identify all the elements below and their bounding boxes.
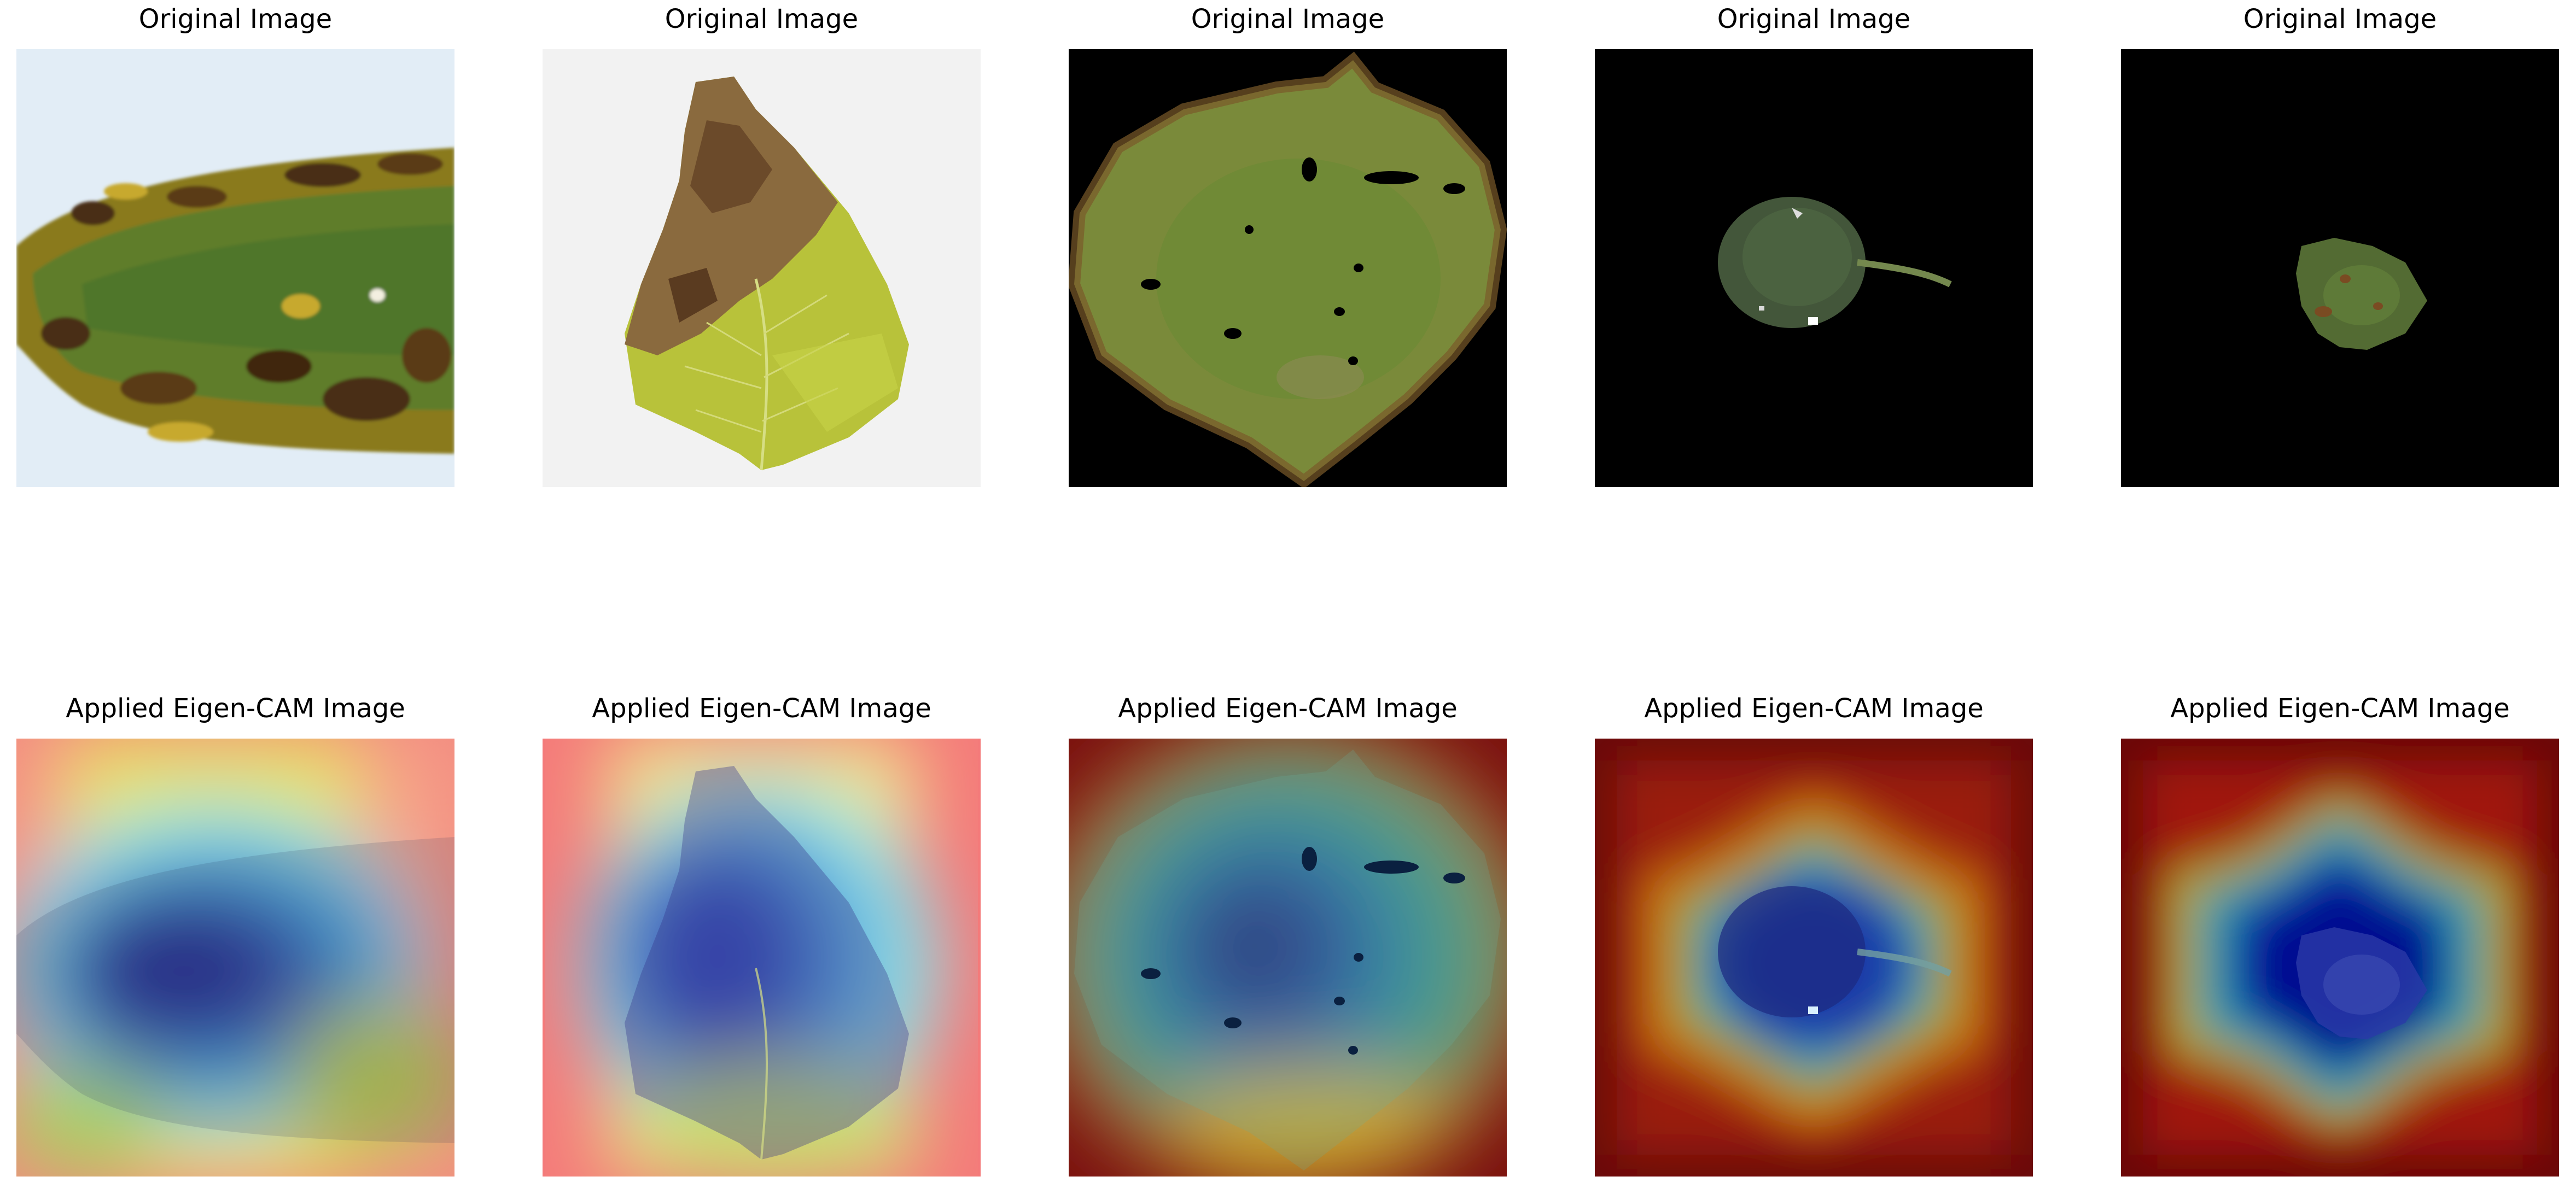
panel-title: Original Image (138, 4, 333, 34)
eigencam-heatmap-image-3 (1069, 739, 1507, 1177)
original-leaf-image-4 (1595, 49, 2033, 487)
panel-title: Applied Eigen-CAM Image (1644, 693, 1984, 724)
panel-title: Applied Eigen-CAM Image (2170, 693, 2510, 724)
panel-title: Applied Eigen-CAM Image (592, 693, 931, 724)
panel-title: Original Image (665, 4, 859, 34)
original-leaf-image-3 (1069, 49, 1507, 487)
panel-title: Applied Eigen-CAM Image (66, 693, 405, 724)
original-leaf-image-1 (16, 49, 454, 487)
eigencam-heatmap-image-1 (16, 739, 454, 1177)
eigencam-heatmap-image-4 (1595, 739, 2033, 1177)
original-leaf-image-2 (543, 49, 981, 487)
eigencam-heatmap-image-2 (543, 739, 981, 1177)
panel-title: Original Image (1717, 4, 1911, 34)
original-leaf-image-5 (2121, 49, 2559, 487)
panel-title: Original Image (1191, 4, 1385, 34)
panel-title: Applied Eigen-CAM Image (1118, 693, 1458, 724)
eigencam-heatmap-image-5 (2121, 739, 2559, 1177)
panel-title: Original Image (2243, 4, 2437, 34)
